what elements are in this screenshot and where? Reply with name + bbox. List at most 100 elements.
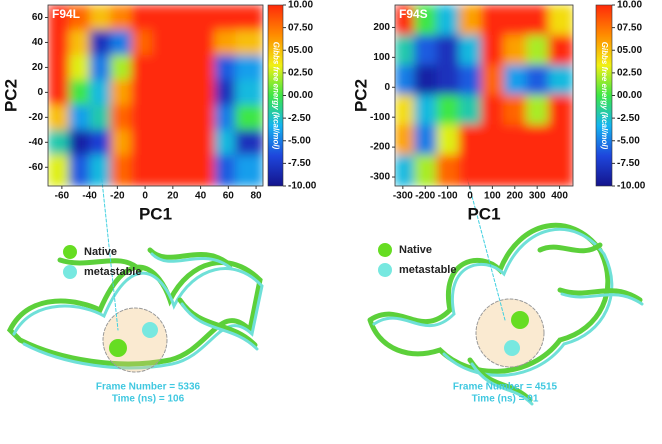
- x-tick-label: 20: [167, 191, 179, 202]
- legend-label: Native: [399, 244, 432, 256]
- y-axis-label: PC2: [1, 79, 20, 112]
- colorbar-tick-label: 00.00: [288, 90, 313, 101]
- panel-label: F94S: [399, 7, 428, 21]
- heat-cell: [68, 54, 91, 81]
- plot-frame: [47, 4, 264, 187]
- heat-cell: [548, 124, 573, 156]
- colorbar-tick-label: 05.00: [617, 45, 642, 56]
- heat-cell: [152, 129, 174, 156]
- heat-cell: [172, 129, 195, 156]
- heat-cell: [214, 29, 236, 56]
- heat-cell: [525, 124, 549, 156]
- time-label: Time (ns) = 106: [112, 394, 185, 405]
- heat-cell: [525, 5, 549, 36]
- legend-swatch: [63, 265, 77, 279]
- y-tick-label: -20: [29, 112, 44, 123]
- heat-cell: [48, 29, 70, 56]
- heat-cell: [89, 129, 111, 156]
- heat-cell: [235, 79, 263, 106]
- colorbar-tick-label: -10.00: [617, 181, 646, 192]
- heat-cell: [503, 124, 527, 156]
- x-tick-label: 300: [529, 191, 546, 202]
- y-tick-label: 40: [32, 37, 44, 48]
- heatmap-cells: [48, 5, 263, 186]
- heat-cell: [152, 154, 174, 186]
- heat-cell: [110, 79, 132, 106]
- heat-cell: [395, 154, 415, 186]
- y-tick-label: 100: [373, 52, 390, 63]
- heat-cell: [525, 34, 549, 66]
- heat-cell: [395, 124, 415, 156]
- frame-number: Frame Number = 5336: [96, 382, 201, 393]
- x-tick-label: 0: [142, 191, 148, 202]
- heat-cell: [414, 34, 437, 66]
- heat-cell: [68, 154, 91, 186]
- heat-cell: [436, 124, 460, 156]
- heat-cell: [89, 154, 111, 186]
- heat-cell: [481, 94, 505, 126]
- y-tick-label: 20: [32, 62, 44, 73]
- x-tick-label: 80: [251, 191, 263, 202]
- heat-cell: [214, 129, 236, 156]
- legend-swatch: [378, 263, 392, 277]
- heat-cell: [458, 5, 482, 36]
- heat-cell: [193, 129, 215, 156]
- heat-cell: [414, 64, 437, 96]
- colorbar-label: Gibbs free energy (kcal/mol): [271, 42, 280, 150]
- heat-cell: [525, 94, 549, 126]
- heat-cell: [68, 5, 91, 31]
- heat-cell: [414, 154, 437, 186]
- heat-cell: [458, 94, 482, 126]
- heat-cell: [193, 29, 215, 56]
- heat-cell: [131, 5, 153, 31]
- heat-cell: [235, 104, 263, 131]
- colorbar-tick-label: 10.00: [617, 0, 642, 11]
- legend-label: Native: [84, 246, 117, 258]
- heat-cell: [131, 104, 153, 131]
- heat-cell: [152, 5, 174, 31]
- legend-label: metastable: [399, 264, 456, 276]
- colorbar-tick-label: -2.50: [288, 113, 311, 124]
- x-tick-label: 400: [551, 191, 568, 202]
- y-tick-label: 0: [384, 82, 390, 93]
- x-tick-label: -60: [55, 191, 70, 202]
- y-tick-label: -300: [370, 172, 390, 183]
- y-tick-label: 0: [37, 87, 43, 98]
- heat-cell: [481, 5, 505, 36]
- heat-cell: [131, 29, 153, 56]
- heat-cell: [214, 5, 236, 31]
- heat-cell: [235, 54, 263, 81]
- heat-cell: [89, 5, 111, 31]
- heat-cell: [110, 104, 132, 131]
- y-tick-label: -40: [29, 137, 44, 148]
- heat-cell: [414, 5, 437, 36]
- x-axis-label: PC1: [139, 204, 172, 223]
- colorbar-tick-label: -5.00: [617, 135, 640, 146]
- x-tick-label: -20: [110, 191, 125, 202]
- heat-cell: [172, 54, 195, 81]
- x-tick-label: -200: [415, 191, 435, 202]
- colorbar-tick-label: -7.50: [288, 158, 311, 169]
- heat-cell: [436, 154, 460, 186]
- heat-cell: [214, 154, 236, 186]
- heat-cell: [172, 5, 195, 31]
- x-axis-label: PC1: [467, 204, 500, 223]
- heat-cell: [414, 94, 437, 126]
- x-tick-label: 40: [195, 191, 207, 202]
- heat-cell: [152, 29, 174, 56]
- heat-cell: [436, 64, 460, 96]
- heat-cell: [548, 5, 573, 36]
- colorbar-tick-label: -7.50: [617, 158, 640, 169]
- heat-cell: [193, 154, 215, 186]
- heat-cell: [68, 129, 91, 156]
- heatmap-cells: [395, 5, 573, 186]
- heat-cell: [458, 64, 482, 96]
- heat-cell: [235, 5, 263, 31]
- heat-cell: [48, 54, 70, 81]
- heat-cell: [131, 79, 153, 106]
- heat-cell: [89, 79, 111, 106]
- heat-cell: [525, 154, 549, 186]
- heat-cell: [110, 54, 132, 81]
- heat-cell: [193, 104, 215, 131]
